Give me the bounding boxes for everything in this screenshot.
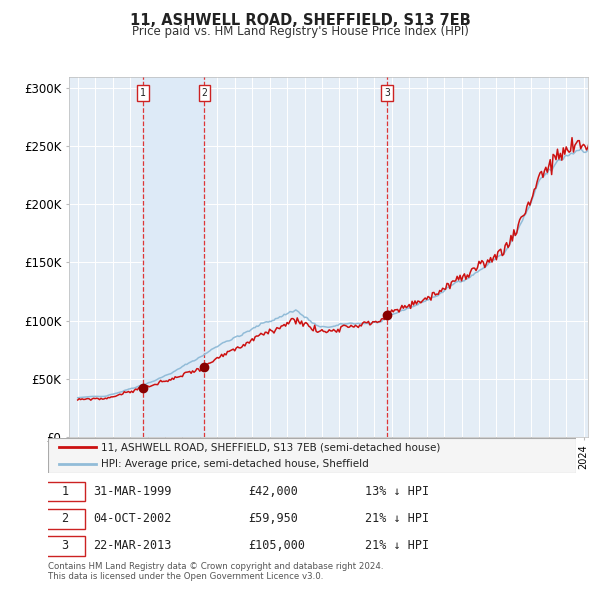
Text: Price paid vs. HM Land Registry's House Price Index (HPI): Price paid vs. HM Land Registry's House … bbox=[131, 25, 469, 38]
Text: 21% ↓ HPI: 21% ↓ HPI bbox=[365, 512, 429, 525]
Text: This data is licensed under the Open Government Licence v3.0.: This data is licensed under the Open Gov… bbox=[48, 572, 323, 581]
FancyBboxPatch shape bbox=[46, 509, 85, 529]
Text: 3: 3 bbox=[384, 88, 390, 98]
Text: 13% ↓ HPI: 13% ↓ HPI bbox=[365, 485, 429, 498]
Text: 1: 1 bbox=[140, 88, 146, 98]
Text: £42,000: £42,000 bbox=[248, 485, 299, 498]
Text: 21% ↓ HPI: 21% ↓ HPI bbox=[365, 539, 429, 552]
Text: £59,950: £59,950 bbox=[248, 512, 299, 525]
Text: 3: 3 bbox=[61, 539, 68, 552]
Text: 11, ASHWELL ROAD, SHEFFIELD, S13 7EB: 11, ASHWELL ROAD, SHEFFIELD, S13 7EB bbox=[130, 13, 470, 28]
FancyBboxPatch shape bbox=[48, 438, 576, 473]
Text: 2: 2 bbox=[201, 88, 207, 98]
Text: HPI: Average price, semi-detached house, Sheffield: HPI: Average price, semi-detached house,… bbox=[101, 458, 368, 468]
Text: 22-MAR-2013: 22-MAR-2013 bbox=[93, 539, 171, 552]
Text: 2: 2 bbox=[61, 512, 68, 525]
FancyBboxPatch shape bbox=[46, 536, 85, 556]
Text: 04-OCT-2002: 04-OCT-2002 bbox=[93, 512, 171, 525]
Text: 11, ASHWELL ROAD, SHEFFIELD, S13 7EB (semi-detached house): 11, ASHWELL ROAD, SHEFFIELD, S13 7EB (se… bbox=[101, 442, 440, 453]
Text: £105,000: £105,000 bbox=[248, 539, 305, 552]
Text: 1: 1 bbox=[61, 485, 68, 498]
FancyBboxPatch shape bbox=[46, 481, 85, 501]
Text: 31-MAR-1999: 31-MAR-1999 bbox=[93, 485, 171, 498]
Bar bbox=[143, 77, 204, 437]
Text: Contains HM Land Registry data © Crown copyright and database right 2024.: Contains HM Land Registry data © Crown c… bbox=[48, 562, 383, 571]
